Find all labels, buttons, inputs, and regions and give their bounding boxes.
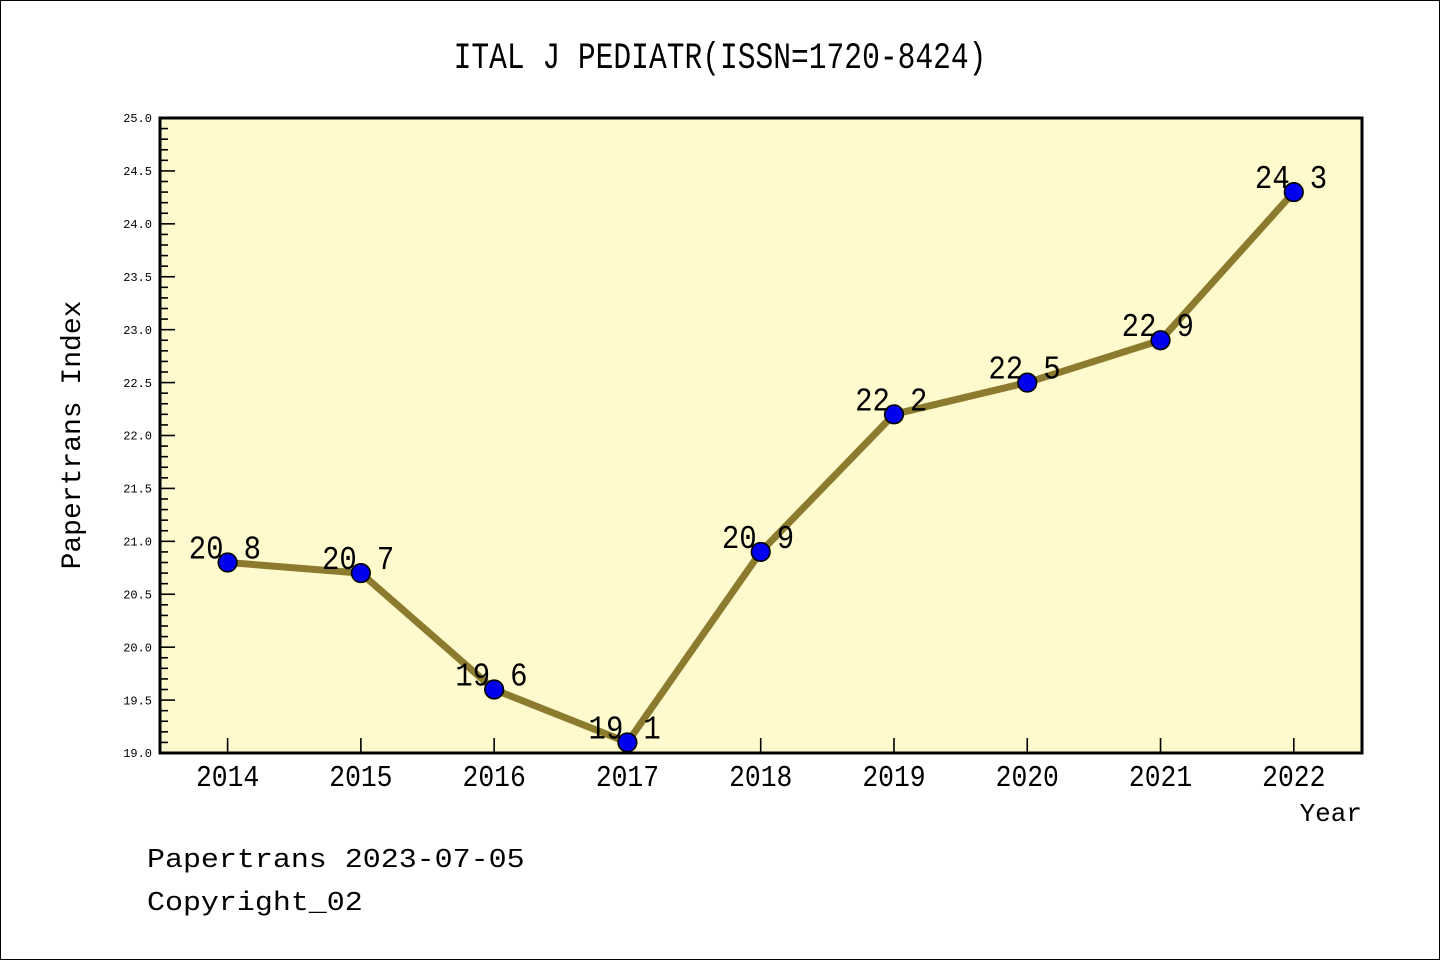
svg-text:20.5: 20.5: [123, 588, 152, 602]
svg-text:6: 6: [510, 659, 527, 696]
svg-text:1: 1: [643, 712, 660, 749]
svg-text:2022: 2022: [1262, 760, 1325, 796]
svg-text:19: 19: [455, 659, 490, 696]
svg-text:8: 8: [244, 532, 261, 569]
svg-text:19.0: 19.0: [123, 747, 152, 761]
svg-text:22.5: 22.5: [123, 377, 152, 391]
svg-text:22: 22: [855, 384, 890, 421]
svg-text:24.0: 24.0: [123, 218, 152, 232]
svg-text:21.5: 21.5: [123, 483, 152, 497]
svg-text:22.0: 22.0: [123, 430, 152, 444]
svg-text:Papertrans Index: Papertrans Index: [58, 301, 89, 570]
svg-text:2015: 2015: [329, 760, 392, 796]
svg-text:19.5: 19.5: [123, 694, 152, 708]
svg-text:19: 19: [589, 712, 624, 749]
svg-text:24.5: 24.5: [123, 165, 152, 179]
svg-text:20: 20: [722, 521, 757, 558]
svg-text:2017: 2017: [596, 760, 659, 796]
svg-text:22: 22: [988, 352, 1023, 389]
svg-text:Papertrans 2023-07-05: Papertrans 2023-07-05: [147, 844, 525, 875]
svg-text:Year: Year: [1300, 799, 1362, 829]
svg-text:25.0: 25.0: [123, 112, 152, 126]
svg-text:23.0: 23.0: [123, 324, 152, 338]
svg-text:23.5: 23.5: [123, 271, 152, 285]
svg-text:9: 9: [1177, 310, 1194, 347]
svg-text:20: 20: [189, 532, 224, 569]
svg-text:2020: 2020: [996, 760, 1059, 796]
svg-text:Copyright_02: Copyright_02: [147, 887, 363, 918]
svg-text:22: 22: [1122, 310, 1157, 347]
svg-text:2016: 2016: [463, 760, 526, 796]
svg-text:2014: 2014: [196, 760, 259, 796]
svg-text:9: 9: [777, 521, 794, 558]
svg-text:24: 24: [1255, 162, 1290, 199]
svg-text:20: 20: [322, 543, 357, 580]
svg-text:2019: 2019: [862, 760, 925, 796]
svg-text:ITAL J PEDIATR(ISSN=1720-8424): ITAL J PEDIATR(ISSN=1720-8424): [454, 38, 987, 80]
svg-text:2018: 2018: [729, 760, 792, 796]
svg-text:7: 7: [377, 543, 394, 580]
svg-text:21.0: 21.0: [123, 536, 152, 550]
svg-text:2: 2: [910, 384, 927, 421]
svg-text:5: 5: [1043, 352, 1060, 389]
svg-text:20.0: 20.0: [123, 641, 152, 655]
svg-text:3: 3: [1310, 162, 1327, 199]
svg-text:2021: 2021: [1129, 760, 1192, 796]
